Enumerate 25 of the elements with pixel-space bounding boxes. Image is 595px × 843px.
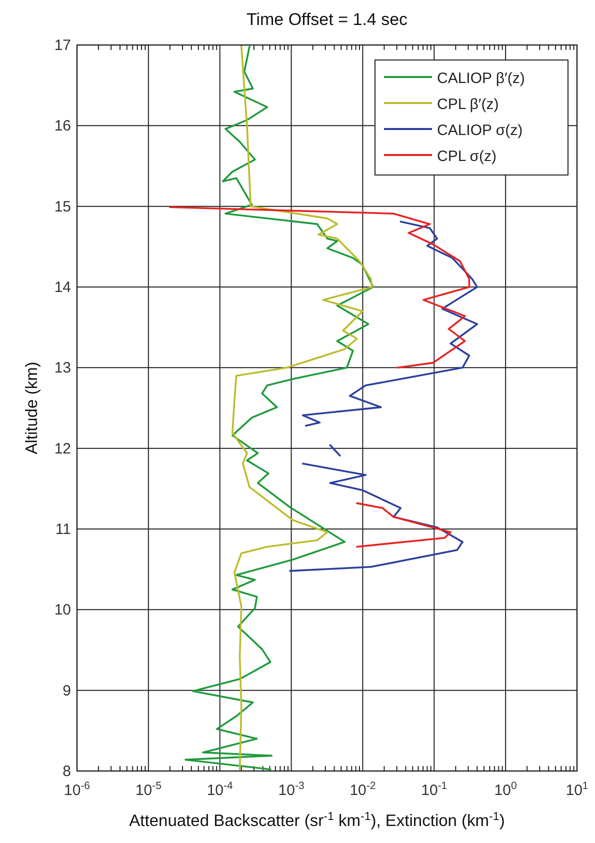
y-axis-title: Altitude (km)	[23, 362, 41, 454]
y-tick-label: 10	[54, 602, 71, 619]
y-tick-label: 8	[62, 763, 71, 780]
y-tick-label: 16	[54, 118, 71, 135]
y-tick-label: 12	[54, 440, 71, 458]
x-tick-label: 10$^{-4}$	[206, 780, 234, 799]
y-tick-label: 14	[54, 279, 71, 296]
legend-label: CALIOP σ(z)	[437, 122, 523, 139]
y-tick-label: 9	[62, 682, 71, 700]
x-tick-label: 10$^{0}$	[494, 780, 517, 799]
y-tick-label: 15	[54, 198, 71, 216]
x-tick-label: 10$^{-3}$	[278, 780, 304, 799]
y-tick-label: 17	[54, 37, 71, 54]
x-tick-label: 10$^{1}$	[566, 780, 588, 799]
x-axis-title: Attenuated Backscatter (sr$^{-1}$ km$^{-1}$), Extinction (km$^{-1}$)	[129, 811, 505, 830]
x-tick-label: 10$^{-5}$	[135, 780, 162, 799]
legend-label: CPL σ(z)	[437, 148, 497, 165]
legend-label: CALIOP β′(z)	[437, 70, 525, 87]
legend-label: CPL β′(z)	[437, 96, 499, 113]
chart-title: Time Offset = 1.4 sec	[246, 10, 408, 29]
x-tick-label: 10$^{-2}$	[350, 780, 376, 799]
x-tick-label: 10$^{-1}$	[421, 780, 448, 799]
x-tick-label: 10$^{-6}$	[64, 780, 90, 799]
y-tick-label: 13	[54, 360, 71, 377]
y-tick-label: 11	[55, 521, 71, 538]
